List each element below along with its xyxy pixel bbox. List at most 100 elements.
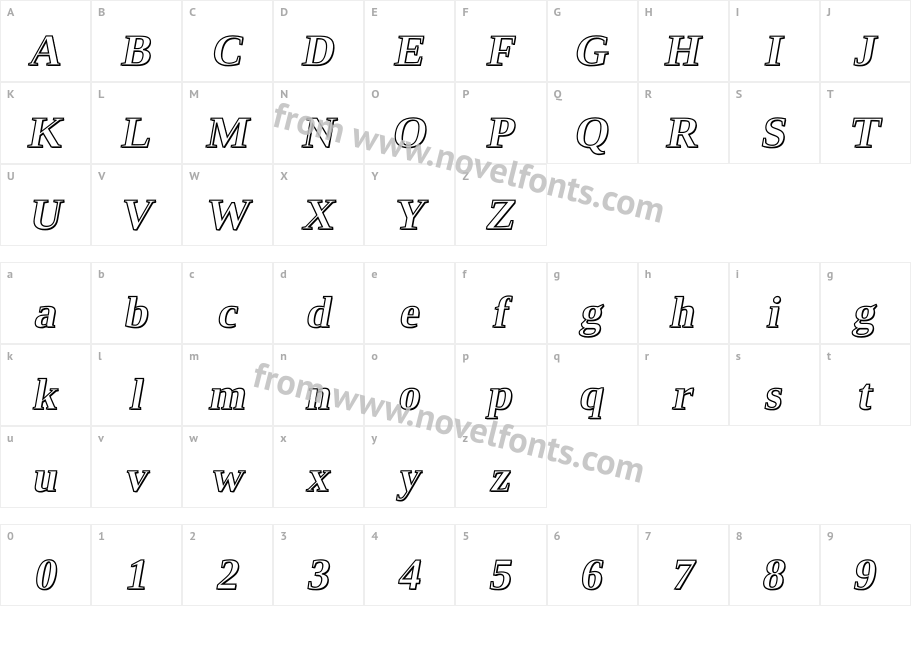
cell-label: h xyxy=(645,267,652,282)
glyph-cell: UU xyxy=(0,164,91,246)
glyph-cell: 00 xyxy=(0,524,91,606)
cell-label: S xyxy=(736,87,742,102)
cell-label: D xyxy=(280,5,288,20)
glyph-cell: 77 xyxy=(638,524,729,606)
glyph: u xyxy=(30,455,61,499)
glyph-cell: ss xyxy=(729,344,820,426)
empty-cell xyxy=(638,426,729,508)
glyph: G xyxy=(572,29,613,73)
glyph: 1 xyxy=(122,553,151,597)
glyph-cell: ww xyxy=(182,426,273,508)
cell-label: u xyxy=(7,431,13,446)
cell-label: E xyxy=(371,5,377,20)
empty-cell xyxy=(729,426,820,508)
glyph: 6 xyxy=(578,553,607,597)
cell-label: 1 xyxy=(98,529,105,544)
glyph: 4 xyxy=(396,553,425,597)
glyph: b xyxy=(121,291,152,335)
cell-label: c xyxy=(189,267,194,282)
cell-label: n xyxy=(280,349,287,364)
glyph-cell: II xyxy=(729,0,820,82)
glyph: W xyxy=(202,193,253,237)
cell-label: 6 xyxy=(554,529,561,544)
cell-label: O xyxy=(371,87,379,102)
glyph-cell: KK xyxy=(0,82,91,164)
cell-label: 9 xyxy=(827,529,834,544)
glyph-cell: FF xyxy=(455,0,546,82)
glyph: y xyxy=(396,455,425,499)
glyph: z xyxy=(488,455,514,499)
glyph-cell: zz xyxy=(455,426,546,508)
glyph-cell: aa xyxy=(0,262,91,344)
cell-label: s xyxy=(736,349,741,364)
glyph: A xyxy=(26,29,65,73)
glyph-cell: oo xyxy=(364,344,455,426)
glyph-cell: 11 xyxy=(91,524,182,606)
glyph-cell: tt xyxy=(820,344,911,426)
cell-label: y xyxy=(371,431,377,446)
glyph: O xyxy=(389,111,430,155)
glyph-cell: 55 xyxy=(455,524,546,606)
glyph: r xyxy=(670,373,696,417)
cell-label: q xyxy=(554,349,560,364)
glyph: 0 xyxy=(31,553,60,597)
glyph-cell: 44 xyxy=(364,524,455,606)
cell-label: f xyxy=(462,267,466,282)
glyph: H xyxy=(663,29,704,73)
glyph-cell: gg xyxy=(820,262,911,344)
empty-cell xyxy=(729,164,820,246)
glyph-cell: 33 xyxy=(273,524,364,606)
glyph-cell: 99 xyxy=(820,524,911,606)
glyph: V xyxy=(117,193,156,237)
cell-label: T xyxy=(827,87,834,102)
glyph: T xyxy=(847,111,883,155)
glyph-cell: WW xyxy=(182,164,273,246)
glyph: I xyxy=(762,29,786,73)
glyph: M xyxy=(204,111,252,155)
glyph: x xyxy=(304,455,333,499)
glyph: E xyxy=(392,29,428,73)
glyph-cell: hh xyxy=(638,262,729,344)
cell-label: v xyxy=(98,431,104,446)
glyph: 9 xyxy=(851,553,880,597)
glyph-cell: qq xyxy=(547,344,638,426)
glyph: n xyxy=(303,373,334,417)
glyph: B xyxy=(119,29,155,73)
cell-label: w xyxy=(189,431,198,446)
glyph: 8 xyxy=(760,553,789,597)
cell-label: k xyxy=(7,349,13,364)
glyph-cell: ii xyxy=(729,262,820,344)
glyph-cell: JJ xyxy=(820,0,911,82)
glyph: s xyxy=(762,373,786,417)
glyph: t xyxy=(855,373,876,417)
glyph: 3 xyxy=(304,553,333,597)
glyph-cell: kk xyxy=(0,344,91,426)
glyph-cell: PP xyxy=(455,82,546,164)
section-gap xyxy=(0,246,911,262)
glyph-cell: ll xyxy=(91,344,182,426)
glyph-section: aabbccddeeffgghhiiggkkllmmnnooppqqrrsstt… xyxy=(0,262,911,508)
glyph-cell: yy xyxy=(364,426,455,508)
glyph-cell: xx xyxy=(273,426,364,508)
cell-label: H xyxy=(645,5,653,20)
cell-label: l xyxy=(98,349,102,364)
cell-label: r xyxy=(645,349,649,364)
glyph: J xyxy=(851,29,880,73)
glyph-cell: uu xyxy=(0,426,91,508)
empty-cell xyxy=(547,426,638,508)
glyph-cell: ZZ xyxy=(455,164,546,246)
glyph: X xyxy=(300,193,339,237)
cell-label: 3 xyxy=(280,529,287,544)
glyph: g xyxy=(851,291,880,335)
cell-label: d xyxy=(280,267,286,282)
glyph-cell: 88 xyxy=(729,524,820,606)
cell-label: M xyxy=(189,87,199,102)
cell-label: 4 xyxy=(371,529,378,544)
cell-label: 5 xyxy=(462,529,469,544)
cell-label: B xyxy=(98,5,105,20)
glyph: L xyxy=(119,111,155,155)
glyph: e xyxy=(397,291,423,335)
glyph: S xyxy=(759,111,790,155)
cell-label: N xyxy=(280,87,288,102)
cell-label: Q xyxy=(554,87,562,102)
